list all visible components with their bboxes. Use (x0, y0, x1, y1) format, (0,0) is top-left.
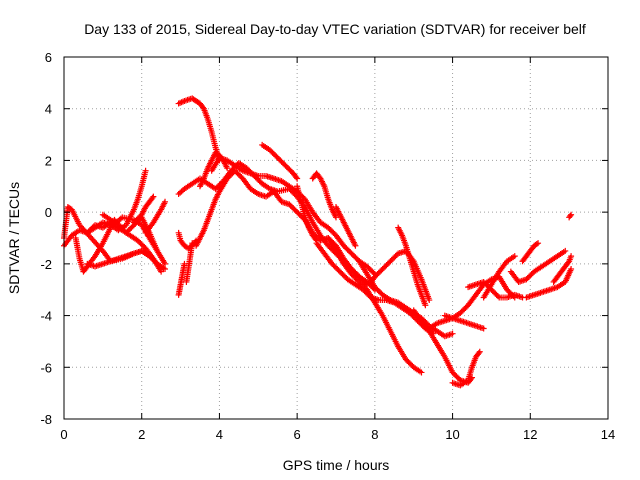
data-point (224, 165, 231, 172)
series-trace-22 (333, 203, 359, 249)
x-axis-label: GPS time / hours (283, 457, 390, 473)
data-point (142, 167, 149, 174)
data-point (568, 253, 575, 260)
data-point (294, 175, 301, 182)
series-trace-26 (410, 307, 475, 386)
x-tick-label: 6 (294, 427, 301, 442)
x-tick-label: 10 (445, 427, 459, 442)
x-tick-label: 12 (523, 427, 537, 442)
data-point (568, 211, 575, 218)
y-tick-label: -2 (40, 257, 52, 272)
data-point (352, 242, 359, 249)
data-point (426, 297, 433, 304)
data-point (494, 293, 501, 300)
series-trace-18 (294, 183, 320, 244)
data-point (535, 240, 542, 247)
data-point (293, 174, 300, 181)
data-point (312, 236, 319, 243)
x-tick-label: 2 (138, 427, 145, 442)
data-point (150, 193, 157, 200)
series-trace-28 (426, 273, 518, 332)
series-trace-5 (84, 247, 169, 273)
data-point (533, 241, 540, 248)
data-point (422, 302, 429, 309)
data-point (562, 247, 569, 254)
series-trace-33 (519, 240, 542, 265)
chart-title: Day 133 of 2015, Sidereal Day-to-day VTE… (84, 21, 586, 37)
data-point (158, 268, 165, 275)
series-trace-29 (441, 312, 487, 332)
data-point (568, 266, 575, 273)
series-trace-36 (566, 211, 575, 221)
data-point (162, 266, 169, 273)
data-marks (61, 95, 575, 389)
series-trace-8 (142, 198, 169, 236)
data-point (480, 325, 487, 332)
series-trace-15 (197, 149, 231, 190)
y-tick-label: -4 (40, 309, 52, 324)
x-tick-label: 14 (601, 427, 615, 442)
series-trace-11 (175, 229, 200, 252)
y-tick-label: -8 (40, 412, 52, 427)
series-trace-7 (130, 193, 157, 226)
data-point (162, 260, 169, 267)
series-trace-31 (480, 253, 518, 301)
x-tick-label: 8 (371, 427, 378, 442)
x-tick-label: 0 (60, 427, 67, 442)
plot-frame (63, 56, 609, 420)
y-tick-label: 2 (45, 153, 52, 168)
y-tick-label: 6 (45, 50, 52, 65)
x-tick-label: 4 (216, 427, 223, 442)
data-point (475, 350, 482, 357)
series-trace-27 (449, 348, 483, 389)
series-trace-9 (175, 260, 188, 298)
y-tick-label: -6 (40, 360, 52, 375)
series-trace-14 (175, 95, 223, 164)
series-trace-35 (550, 253, 575, 285)
data-point (199, 104, 206, 111)
data-point (418, 369, 425, 376)
data-point (567, 213, 574, 220)
series-trace-25 (395, 224, 429, 309)
data-point (476, 348, 483, 355)
data-point (511, 253, 518, 260)
data-point (162, 198, 169, 205)
series-trace-17 (259, 141, 301, 182)
series-trace-34 (523, 266, 575, 301)
series-trace-32 (507, 247, 569, 285)
y-tick-label: 4 (45, 102, 52, 117)
axis-ticks: 0 2 4 6 8 10 12 14 -8 -6 -4 -2 0 2 4 6 (40, 50, 615, 442)
data-point (565, 259, 572, 266)
data-point (333, 214, 339, 221)
y-axis-label: SDTVAR / TECUs (6, 182, 22, 294)
series-trace-19 (309, 170, 339, 221)
y-tick-label: 0 (45, 205, 52, 220)
data-point (449, 330, 456, 337)
data-point (149, 194, 156, 201)
